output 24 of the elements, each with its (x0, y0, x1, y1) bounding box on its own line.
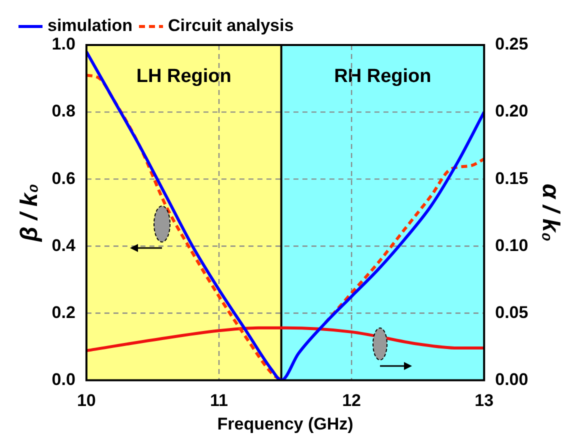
x-tick-label: 13 (474, 391, 494, 410)
legend-label: simulation (48, 16, 133, 36)
y2-tick-label: 0.10 (495, 236, 528, 255)
band-label: LH Region (136, 66, 232, 88)
y2-tick-label: 0.05 (495, 302, 528, 322)
y2-axis-title: α / k₀ (536, 184, 564, 242)
legend-label: Circuit analysis (168, 16, 294, 36)
line-series (86, 326, 484, 352)
x-tick-label: 11 (210, 391, 228, 410)
y2-tick-label: 0.15 (495, 168, 528, 188)
x-tick-label: 12 (342, 391, 362, 410)
y-tick-label: 0.2 (52, 302, 76, 322)
y2-tick-label: 0.00 (495, 370, 528, 389)
y-tick-label: 0.6 (52, 168, 76, 188)
x-axis-title: Frequency (GHz) (217, 414, 354, 434)
x-tick-label: 10 (76, 391, 96, 410)
y-tick-label: 0.8 (52, 102, 76, 121)
y2-tick-label: 0.20 (495, 102, 528, 121)
y2-tick-label: 0.25 (495, 34, 528, 54)
y-tick-label: 1.0 (52, 34, 76, 54)
y-axis-title: β / k₀ (16, 184, 44, 242)
y-tick-label: 0.0 (52, 370, 76, 389)
band-label: RH Region (334, 66, 432, 88)
y-tick-label: 0.4 (52, 236, 76, 255)
